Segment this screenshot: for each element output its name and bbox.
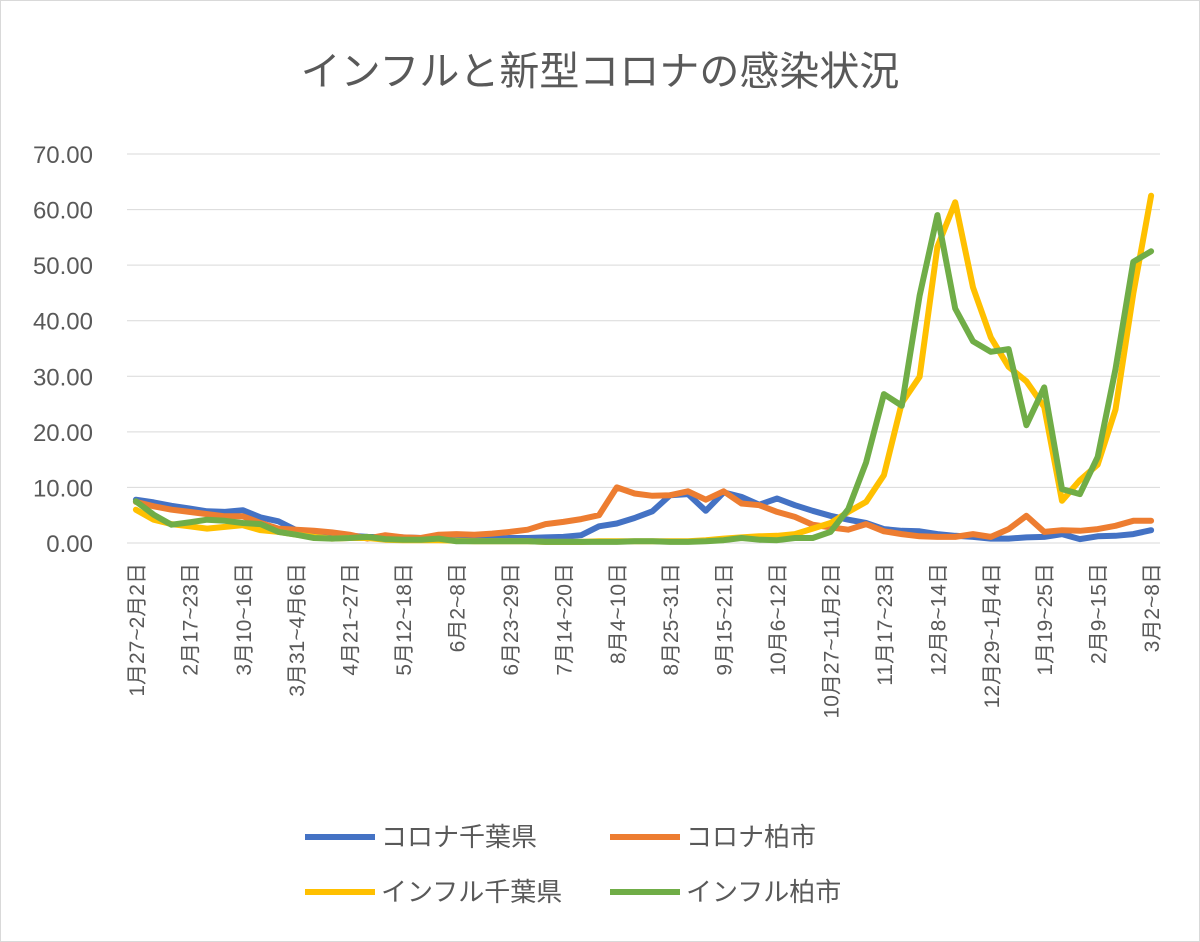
- y-tick-label: 70.00: [33, 142, 93, 169]
- x-tick-label: 4月21~27日: [340, 563, 363, 676]
- legend-label-corona-chiba: コロナ千葉県: [381, 823, 537, 853]
- x-tick-label: 1月19~25日: [1034, 563, 1057, 676]
- x-tick-label: 8月25~31日: [660, 563, 683, 676]
- x-tick-label: 6月2~8日: [446, 563, 469, 652]
- x-tick-label: 10月6~12日: [767, 563, 790, 676]
- y-tick-label: 10.00: [33, 475, 93, 502]
- legend-label-flu-chiba: インフル千葉県: [381, 878, 562, 908]
- series-lines: [132, 192, 1155, 545]
- x-tick-label: 3月2~8日: [1141, 563, 1164, 652]
- x-tick-label: 9月15~21日: [714, 563, 737, 676]
- x-tick-label: 6月23~29日: [500, 563, 523, 676]
- x-tick-label: 10月27~11月2日: [821, 563, 844, 718]
- y-axis: 0.00 10.00 20.00 30.00 40.00 50.00 60.00 70.00: [33, 142, 93, 558]
- y-tick-label: 30.00: [33, 364, 93, 391]
- series-line-2: [132, 192, 1155, 545]
- x-tick-label: 8月4~10日: [607, 563, 630, 664]
- legend: コロナ千葉県 コロナ柏市 インフル千葉県 インフル柏市: [305, 823, 841, 908]
- y-tick-label: 60.00: [33, 198, 93, 225]
- gridlines: [127, 153, 1160, 544]
- x-tick-label: 2月17~23日: [179, 563, 202, 676]
- x-tick-label: 3月31~4月6日: [286, 563, 309, 697]
- series-line-3: [132, 212, 1155, 545]
- chart-title: インフルと新型コロナの感染状況: [301, 49, 900, 95]
- x-tick-label: 12月29~1月4日: [981, 563, 1004, 708]
- y-tick-label: 0.00: [46, 531, 93, 558]
- x-tick-label: 12月8~14日: [927, 563, 950, 676]
- legend-label-flu-kashiwa: インフル柏市: [686, 878, 841, 908]
- x-tick-label: 1月27~2月2日: [126, 563, 149, 697]
- x-tick-label: 11月17~23日: [874, 563, 897, 686]
- legend-label-corona-kashiwa: コロナ柏市: [686, 823, 816, 853]
- x-tick-label: 7月14~20日: [553, 563, 576, 676]
- x-axis: 1月27~2月2日 2月17~23日 3月10~16日 3月31~4月6日 4月21~2…: [126, 563, 1164, 718]
- y-tick-label: 50.00: [33, 253, 93, 280]
- x-tick-label: 5月12~18日: [393, 563, 416, 676]
- y-tick-label: 20.00: [33, 420, 93, 447]
- y-tick-label: 40.00: [33, 309, 93, 336]
- series-line-1: [132, 484, 1155, 542]
- x-tick-label: 3月10~16日: [233, 563, 256, 676]
- x-tick-label: 2月9~15日: [1088, 563, 1111, 664]
